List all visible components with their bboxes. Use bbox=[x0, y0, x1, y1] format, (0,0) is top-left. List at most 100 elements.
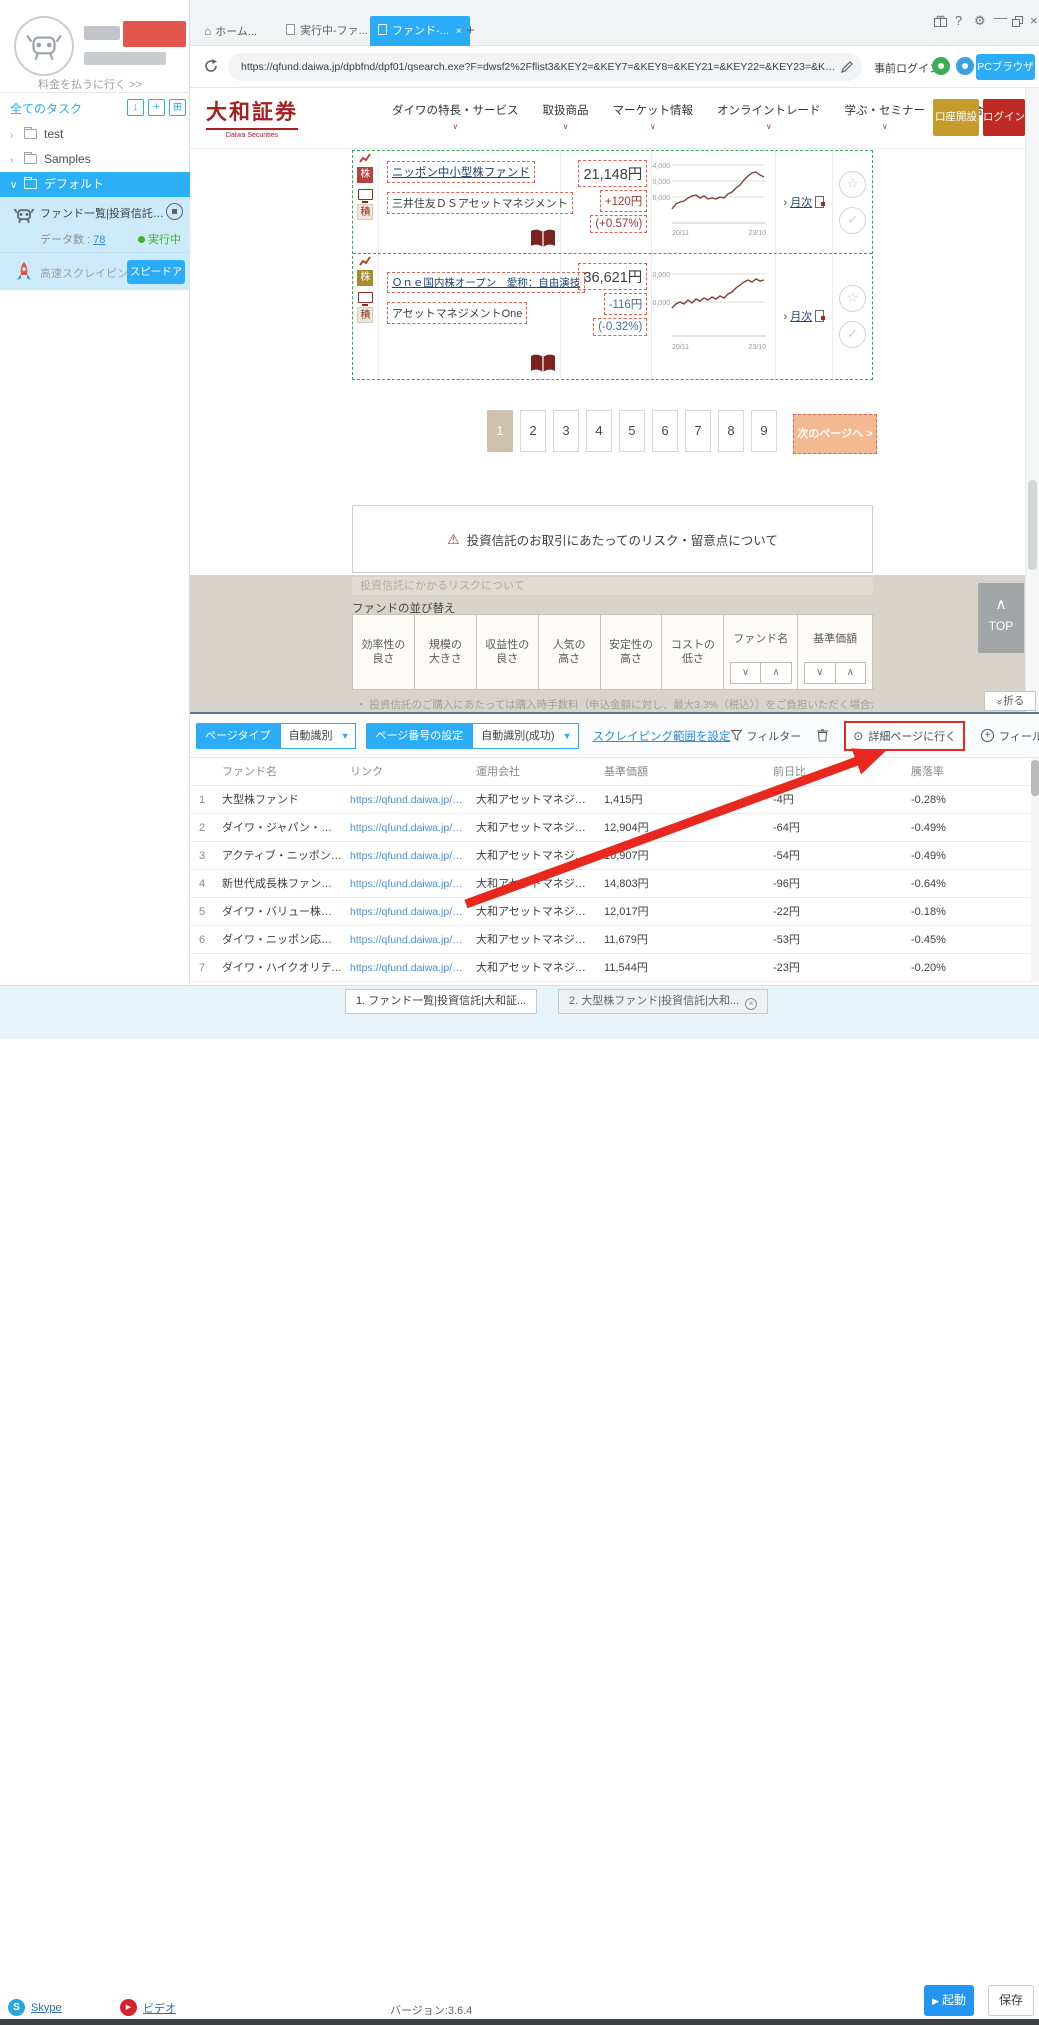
cell-fund-name[interactable]: ダイワ・ジャパン・オープン 「愛称: D... bbox=[222, 822, 342, 834]
tab-fund-active[interactable]: ファンド-... × bbox=[370, 16, 470, 46]
page-scrollbar[interactable] bbox=[1025, 88, 1039, 712]
cell-pct[interactable]: -0.45% bbox=[911, 934, 946, 946]
restore-window-icon[interactable] bbox=[1012, 16, 1023, 27]
cell-link[interactable]: https://qfund.daiwa.jp/dpbfnd/dpf01/qsea… bbox=[350, 794, 468, 806]
browser-mode-button[interactable]: PCブラウザ ▾ bbox=[976, 54, 1035, 98]
sort-desc-button[interactable]: ∨ bbox=[805, 663, 836, 683]
skype-link[interactable]: S Skype bbox=[8, 1999, 62, 2016]
favorite-star-button[interactable]: ☆ bbox=[839, 284, 867, 312]
avatar[interactable] bbox=[14, 16, 74, 76]
col-header-diff[interactable]: 前日比 bbox=[773, 766, 806, 778]
task-title[interactable]: ファンド一覧|投資信託|大和証券-スクレイ... bbox=[40, 208, 164, 220]
page-button[interactable]: 6 bbox=[652, 410, 678, 452]
cell-price[interactable]: 12,904円 bbox=[604, 822, 649, 834]
cell-company[interactable]: 大和アセットマネジメント bbox=[476, 822, 596, 834]
scrape-range-link[interactable]: スクレイピング範囲を設定 bbox=[592, 730, 731, 743]
cell-price[interactable]: 1,415円 bbox=[604, 794, 643, 806]
back-to-top-button[interactable]: ∧ TOP bbox=[978, 583, 1024, 653]
minimize-icon[interactable]: — bbox=[994, 10, 1007, 25]
pay-link[interactable]: 料金を払うに行く >> bbox=[38, 79, 142, 91]
url-input[interactable]: https://qfund.daiwa.jp/dpbfnd/dpf01/qsea… bbox=[228, 53, 862, 81]
fund-row[interactable]: 株 積 Ｏｎｅ国内株オープン 愛称：自由演技 アセットマネジメントOne 36,… bbox=[353, 253, 872, 378]
vertical-scrollbar[interactable] bbox=[1031, 758, 1039, 982]
sidebar-folder-default[interactable]: ∨ デフォルト bbox=[0, 172, 190, 197]
page-button[interactable]: 8 bbox=[718, 410, 744, 452]
cell-company[interactable]: 大和アセットマネジメント bbox=[476, 906, 596, 918]
cell-price[interactable]: 11,679円 bbox=[604, 934, 648, 946]
save-button[interactable]: 保存 bbox=[988, 1985, 1034, 2016]
cell-diff[interactable]: -64円 bbox=[773, 822, 800, 834]
sort-desc-button[interactable]: ∨ bbox=[731, 663, 762, 683]
new-task-icon[interactable]: + bbox=[148, 99, 165, 116]
filter-button[interactable]: フィルター bbox=[730, 728, 801, 744]
scrape-selection-region[interactable]: 株 積 ニッポン中小型株ファンド 三井住友ＤＳアセットマネジメント 21,148… bbox=[352, 150, 873, 380]
cell-price[interactable]: 10,907円 bbox=[604, 850, 649, 862]
monthly-report-link[interactable]: › 月次 bbox=[783, 311, 813, 323]
status-blue-icon[interactable] bbox=[956, 57, 974, 75]
sort-option[interactable]: 人気の 高さ bbox=[539, 615, 601, 689]
fund-name-link[interactable]: ニッポン中小型株ファンド bbox=[391, 167, 530, 179]
cell-diff[interactable]: -22円 bbox=[773, 906, 800, 918]
cell-link[interactable]: https://qfund.daiwa.jp/dpbfnd/dpf01/qsea… bbox=[350, 878, 468, 890]
status-green-icon[interactable] bbox=[932, 57, 950, 75]
page-button[interactable]: 4 bbox=[586, 410, 612, 452]
close-tab-icon[interactable]: × bbox=[455, 26, 462, 37]
page-button-current[interactable]: 1 bbox=[487, 410, 513, 452]
prospectus-book-icon[interactable] bbox=[530, 229, 556, 249]
login-button[interactable]: ログイン bbox=[983, 99, 1025, 136]
cell-fund-name[interactable]: 大型株ファンド bbox=[222, 794, 299, 806]
cell-fund-name[interactable]: アクティブ・ニッポン 「愛称: 武蔵」 bbox=[222, 850, 342, 862]
cell-company[interactable]: 大和アセットマネジメント bbox=[476, 934, 596, 946]
sort-option[interactable]: 効率性の 良さ bbox=[353, 615, 415, 689]
daiwa-logo[interactable]: 大和証券 Daiwa Securities bbox=[206, 96, 298, 139]
add-field-button[interactable]: + フィールドを追加 bbox=[981, 728, 1039, 744]
cell-pct[interactable]: -0.20% bbox=[911, 962, 946, 974]
cell-diff[interactable]: -96円 bbox=[773, 878, 800, 890]
cell-pct[interactable]: -0.49% bbox=[911, 850, 946, 862]
cell-company[interactable]: 大和アセットマネジメント bbox=[476, 962, 596, 974]
page-button[interactable]: 3 bbox=[553, 410, 579, 452]
sort-asc-button[interactable]: ∧ bbox=[846, 667, 854, 678]
cell-link[interactable]: https://qfund.daiwa.jp/dpbfnd/dpf01/qsea… bbox=[350, 934, 468, 946]
page-number-dropdown[interactable]: 自動識別(成功) ▼ bbox=[472, 722, 579, 749]
page-button[interactable]: 2 bbox=[520, 410, 546, 452]
speed-up-button[interactable]: スピードアップ bbox=[127, 260, 185, 302]
col-header-price[interactable]: 基準価額 bbox=[604, 766, 648, 778]
data-count-value[interactable]: 78 bbox=[93, 234, 106, 246]
cell-pct[interactable]: -0.64% bbox=[911, 878, 946, 890]
workflow-tab-1[interactable]: 1. ファンド一覧|投資信託|大和証... bbox=[345, 989, 538, 1014]
sort-option[interactable]: 安定性の 高さ bbox=[601, 615, 663, 689]
next-page-button[interactable]: 次のページへ > bbox=[793, 414, 877, 454]
scrollbar-thumb[interactable] bbox=[1028, 480, 1037, 570]
table-row[interactable]: 3 アクティブ・ニッポン 「愛称: 武蔵」 https://qfund.daiw… bbox=[190, 842, 1039, 870]
scrollbar-thumb[interactable] bbox=[1031, 760, 1039, 796]
cell-link[interactable]: https://qfund.daiwa.jp/dpbfnd/dpf01/qsea… bbox=[350, 962, 468, 974]
cell-link[interactable]: https://qfund.daiwa.jp/dpbfnd/dpf01/qsea… bbox=[350, 906, 468, 918]
cell-fund-name[interactable]: ダイワ・ニッポン応援ファンドVol.5 - ライ... bbox=[222, 934, 342, 946]
table-row[interactable]: 7 ダイワ・ハイクオリティ日本株セレクト - ... https://qfund… bbox=[190, 954, 1039, 982]
page-type-dropdown[interactable]: 自動識別 ▼ bbox=[279, 722, 357, 749]
table-row[interactable]: 1 大型株ファンド https://qfund.daiwa.jp/dpbfnd/… bbox=[190, 786, 1039, 814]
page-button[interactable]: 7 bbox=[685, 410, 711, 452]
col-header-company[interactable]: 運用会社 bbox=[476, 766, 520, 778]
risk-link-bar[interactable]: 投資信託にかかるリスクについて bbox=[352, 577, 873, 595]
cell-pct[interactable]: -0.49% bbox=[911, 822, 946, 834]
cell-diff[interactable]: -53円 bbox=[773, 934, 800, 946]
prelogin-link[interactable]: 事前ログイン bbox=[874, 63, 940, 75]
cell-pct[interactable]: -0.18% bbox=[911, 906, 946, 918]
compare-check-button[interactable]: ✓ bbox=[839, 320, 867, 348]
table-row[interactable]: 2 ダイワ・ジャパン・オープン 「愛称: D... https://qfund.… bbox=[190, 814, 1039, 842]
cell-diff[interactable]: -54円 bbox=[773, 850, 800, 862]
risk-notice[interactable]: ⚠ 投資信託のお取引にあたってのリスク・留意点について bbox=[352, 505, 873, 573]
table-row[interactable]: 5 ダイワ・バリュー株・オープン 「愛称: ... https://qfund.… bbox=[190, 898, 1039, 926]
new-tab-button[interactable]: + bbox=[466, 22, 475, 39]
stop-task-button[interactable] bbox=[166, 203, 183, 220]
sort-option[interactable]: 収益性の 良さ bbox=[477, 615, 539, 689]
cell-link[interactable]: https://qfund.daiwa.jp/dpbfnd/dpf01/qsea… bbox=[350, 822, 468, 834]
sidebar-folder-samples[interactable]: › Samples bbox=[0, 147, 190, 172]
help-icon[interactable]: ? bbox=[955, 13, 963, 28]
nav-item-services[interactable]: ダイワの特長・サービス ∨ bbox=[392, 105, 519, 131]
compare-check-button[interactable]: ✓ bbox=[839, 206, 867, 234]
collapse-panel-button[interactable]: »折る bbox=[984, 691, 1036, 711]
cell-price[interactable]: 12,017円 bbox=[604, 906, 649, 918]
